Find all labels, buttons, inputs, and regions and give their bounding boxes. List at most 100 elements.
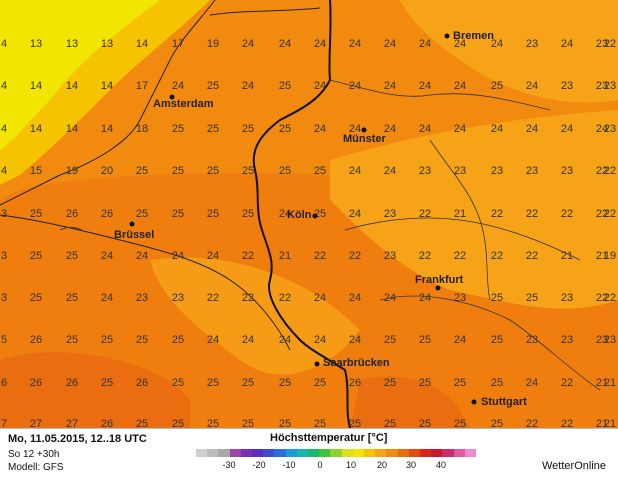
temperature-value: 23 [603, 80, 617, 92]
temperature-value: 25 [29, 208, 43, 220]
temperature-value: 25 [206, 80, 220, 92]
temperature-value: 24 [313, 80, 327, 92]
temperature-value: 19 [206, 38, 220, 50]
temperature-value: 25 [241, 418, 255, 430]
legend-swatch [218, 449, 230, 457]
temperature-value: 21 [560, 250, 574, 262]
temperature-value: 22 [241, 250, 255, 262]
temperature-value: 22 [603, 208, 617, 220]
warm-zone-east [330, 110, 618, 309]
temperature-value: 25 [29, 250, 43, 262]
temperature-value: 25 [206, 418, 220, 430]
temperature-value: 21 [453, 208, 467, 220]
legend-tick: 0 [317, 460, 323, 470]
forecast-model: Modell: GFS [8, 462, 64, 473]
temperature-value: 22 [348, 250, 362, 262]
city-dot [314, 361, 320, 367]
temperature-value: 23 [490, 165, 504, 177]
temperature-value: 24 [418, 38, 432, 50]
legend-swatch [319, 449, 331, 457]
temperature-value: 25 [490, 418, 504, 430]
temperature-value: 17 [135, 80, 149, 92]
forecast-date: Mo, 11.05.2015, 12..18 UTC [8, 433, 147, 445]
state-border-1 [329, 79, 551, 111]
temperature-value: 25 [525, 292, 539, 304]
temperature-value: 4 [0, 80, 8, 92]
temperature-value: 25 [241, 123, 255, 135]
temperature-value: 22 [278, 292, 292, 304]
state-border-2 [344, 217, 581, 261]
temperature-value: 25 [29, 292, 43, 304]
temperature-value: 25 [100, 334, 114, 346]
temperature-value: 21 [595, 418, 609, 430]
temperature-value: 22 [313, 250, 327, 262]
city-label: Münster [343, 133, 386, 145]
legend-swatch [240, 449, 253, 457]
temperature-value: 5 [0, 334, 8, 346]
city-dot [169, 94, 175, 100]
temperature-value: 19 [603, 250, 617, 262]
temperature-value: 15 [29, 165, 43, 177]
temperature-value: 22 [595, 208, 609, 220]
temperature-value: 24 [278, 334, 292, 346]
temperature-value: 22 [241, 292, 255, 304]
legend-swatch [274, 449, 286, 457]
temperature-value: 24 [383, 80, 397, 92]
temperature-value: 25 [418, 334, 432, 346]
temperature-value: 25 [171, 165, 185, 177]
temperature-value: 23 [603, 123, 617, 135]
city-label: Bremen [453, 30, 494, 42]
city-dot [129, 221, 135, 227]
temperature-value: 24 [241, 38, 255, 50]
forecast-run: So 12 +30h [8, 449, 60, 460]
temperature-value: 24 [418, 80, 432, 92]
legend-swatch [442, 449, 454, 457]
temperature-value: 14 [100, 80, 114, 92]
temperature-map [0, 0, 618, 428]
temperature-value: 25 [418, 377, 432, 389]
city-dot [361, 127, 367, 133]
temperature-value: 13 [65, 38, 79, 50]
temperature-value: 23 [171, 292, 185, 304]
temperature-value: 21 [603, 377, 617, 389]
temperature-value: 3 [0, 208, 8, 220]
temperature-value: 26 [100, 208, 114, 220]
temperature-value: 24 [313, 38, 327, 50]
temperature-value: 24 [348, 123, 362, 135]
legend-tick: 20 [376, 460, 388, 470]
temperature-value: 22 [453, 250, 467, 262]
temperature-value: 24 [525, 377, 539, 389]
temperature-value: 23 [595, 334, 609, 346]
temperature-value: 25 [171, 123, 185, 135]
temperature-value: 24 [100, 250, 114, 262]
temperature-value: 25 [490, 80, 504, 92]
legend-swatch [308, 449, 320, 457]
temperature-value: 25 [100, 377, 114, 389]
temperature-value: 24 [418, 292, 432, 304]
temperature-value: 24 [100, 292, 114, 304]
hot-spot-southwest [0, 352, 190, 428]
legend-swatch [196, 449, 208, 457]
temperature-value: 24 [383, 38, 397, 50]
temperature-value: 6 [0, 377, 8, 389]
temperature-value: 22 [595, 292, 609, 304]
temperature-value: 21 [595, 250, 609, 262]
temperature-value: 4 [0, 38, 8, 50]
temperature-value: 25 [418, 418, 432, 430]
temperature-value: 26 [348, 377, 362, 389]
temperature-value: 25 [490, 292, 504, 304]
temperature-value: 24 [348, 208, 362, 220]
temperature-value: 24 [313, 292, 327, 304]
city-label: Amsterdam [153, 98, 214, 110]
temperature-value: 24 [560, 123, 574, 135]
temperature-value: 13 [29, 38, 43, 50]
legend-tick: -20 [252, 460, 266, 470]
temperature-value: 24 [490, 123, 504, 135]
temperature-value: 24 [348, 38, 362, 50]
legend-tick: -10 [282, 460, 296, 470]
temperature-value: 22 [603, 165, 617, 177]
state-border-3 [379, 295, 601, 391]
temperature-value: 3 [0, 250, 8, 262]
warm-zone-north [400, 0, 618, 103]
temperature-value: 25 [135, 208, 149, 220]
